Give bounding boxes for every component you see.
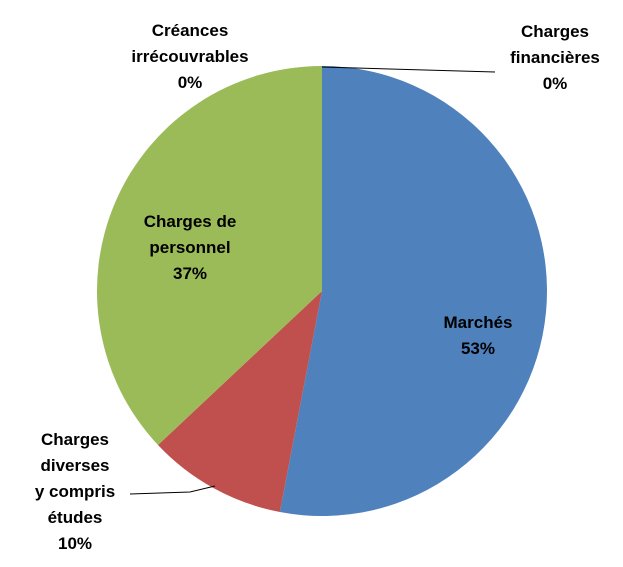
- slice-label: Créances irrécouvrables 0%: [131, 18, 248, 96]
- category-label: Charges de personnel: [143, 212, 237, 257]
- value-label: 0%: [542, 74, 568, 93]
- pie-slice: [97, 66, 323, 446]
- slices: [97, 66, 547, 516]
- value-label: 37%: [172, 264, 208, 283]
- pie-slice: [279, 66, 547, 516]
- category-label: Charges diverses y compris études: [34, 430, 116, 527]
- leader-line: [321, 66, 496, 73]
- value-label: 0%: [177, 73, 203, 92]
- value-label: 10%: [57, 534, 93, 553]
- category-label: Marchés: [443, 313, 513, 332]
- category-label: Créances irrécouvrables: [131, 21, 249, 66]
- leader-line: [129, 485, 216, 495]
- slice-label: Charges de personnel 37%: [144, 209, 237, 287]
- slice-label: Marchés 53%: [444, 310, 513, 362]
- slice-label: Charges financières 0%: [510, 19, 600, 97]
- category-label: Charges financières: [510, 22, 600, 67]
- value-label: 53%: [460, 339, 496, 358]
- slice-label: Charges diverses y compris études 10%: [35, 427, 115, 557]
- pie-slice: [157, 291, 322, 513]
